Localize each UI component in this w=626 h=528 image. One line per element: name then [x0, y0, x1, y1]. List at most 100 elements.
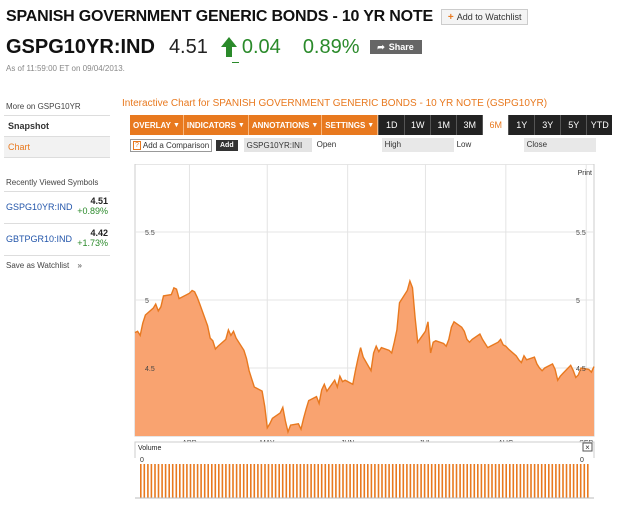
volume-bar — [505, 464, 507, 498]
chart-plot[interactable]: 4.54.5555.55.5APRMAYJUNJULAUGSEPVolume× … — [132, 164, 600, 499]
volume-bar — [363, 464, 366, 498]
volume-bar — [441, 464, 444, 498]
recent-symbol-link[interactable]: GSPG10YR:IND — [6, 202, 73, 212]
volume-bar — [484, 464, 486, 498]
volume-bar — [384, 464, 387, 498]
volume-zero-right: 0 — [580, 457, 584, 464]
share-label: Share — [388, 42, 414, 52]
volume-bar — [147, 464, 149, 498]
volume-bar — [313, 464, 316, 498]
volume-bar — [278, 464, 280, 498]
caret-down-icon: ▼ — [237, 121, 245, 129]
annotations-menu[interactable]: ANNOTATIONS ▼ — [249, 115, 323, 135]
recent-symbols-heading: Recently Viewed Symbols — [4, 176, 110, 192]
as-of-timestamp: As of 11:59:00 ET on 09/04/2013. — [6, 64, 125, 73]
recent-symbol-row: GBTPGR10:IND 4.42 +1.73% — [4, 224, 110, 256]
caret-down-icon: ▼ — [311, 121, 319, 129]
help-icon[interactable]: ? — [133, 140, 141, 150]
volume-bar — [562, 464, 564, 498]
volume-bar — [171, 464, 174, 498]
add-to-watchlist-button[interactable]: + Add to Watchlist — [440, 9, 529, 25]
volume-bar — [317, 464, 319, 498]
volume-bar — [501, 464, 504, 498]
range-selector: 1D 1W 1M 3M 6M 1Y 3Y 5Y YTD — [378, 115, 613, 135]
volume-bar — [161, 464, 163, 498]
volume-label: Volume — [138, 445, 161, 452]
chart-toolbar: OVERLAY ▼ INDICATORS ▼ ANNOTATIONS ▼ SETTIN… — [130, 115, 613, 135]
volume-bar — [328, 464, 330, 498]
volume-bar — [391, 464, 394, 498]
save-as-watchlist-link[interactable]: Save as Watchlist » — [4, 256, 110, 275]
volume-bar — [576, 464, 578, 498]
volume-bar — [338, 464, 341, 498]
volume-bar — [533, 464, 536, 498]
add-comparison-button[interactable]: Add — [216, 139, 238, 151]
volume-bar — [377, 464, 380, 498]
volume-bar — [289, 464, 291, 498]
page-title: SPANISH GOVERNMENT GENERIC BONDS - 10 YR… — [6, 8, 433, 25]
percent-change: 0.89% — [302, 35, 360, 58]
volume-bar — [530, 464, 532, 498]
volume-bar — [583, 464, 586, 498]
volume-bar — [459, 464, 461, 498]
volume-bar — [225, 464, 227, 498]
volume-bar — [140, 464, 142, 498]
overlay-menu[interactable]: OVERLAY ▼ — [130, 115, 184, 135]
recent-symbol-link[interactable]: GBTPGR10:IND — [6, 234, 73, 244]
ticker-symbol: GSPG10YR:IND — [6, 35, 155, 58]
volume-bar — [342, 464, 344, 498]
range-5y[interactable]: 5Y — [560, 115, 587, 135]
volume-bar — [193, 464, 195, 498]
volume-bar — [299, 464, 302, 498]
volume-bar — [587, 464, 589, 498]
volume-bar — [189, 464, 192, 498]
range-ytd[interactable]: YTD — [586, 115, 613, 135]
volume-bar — [540, 464, 543, 498]
sidebar-item-chart[interactable]: Chart — [4, 137, 110, 158]
price-line — [134, 278, 595, 435]
volume-bar — [335, 464, 337, 498]
range-1d[interactable]: 1D — [378, 115, 405, 135]
volume-bar — [409, 464, 412, 498]
volume-bar — [239, 464, 241, 498]
volume-bar — [345, 464, 348, 498]
y-tick-label-right: 5.5 — [576, 230, 586, 237]
recent-symbol-change: +0.89% — [77, 206, 108, 216]
volume-bar — [228, 464, 231, 498]
comparison-input[interactable]: ? Add a Comparison — [130, 138, 212, 152]
range-1w[interactable]: 1W — [404, 115, 431, 135]
volume-bar — [551, 464, 554, 498]
print-link[interactable]: Print — [577, 170, 592, 177]
settings-menu[interactable]: SETTINGS ▼ — [322, 115, 379, 135]
sidebar-item-snapshot[interactable]: Snapshot — [4, 116, 110, 137]
volume-bar — [430, 464, 433, 498]
volume-bar — [466, 464, 468, 498]
range-3y[interactable]: 3Y — [534, 115, 561, 135]
volume-bar — [203, 464, 206, 498]
volume-bar — [250, 464, 252, 498]
volume-bar — [196, 464, 199, 498]
share-icon: ➦ — [377, 41, 385, 52]
settings-menu-label: SETTINGS — [325, 120, 366, 130]
chart-title: Interactive Chart for SPANISH GOVERNMENT… — [122, 98, 548, 109]
volume-bar — [452, 464, 454, 498]
volume-frame — [134, 441, 595, 458]
volume-bar — [182, 464, 185, 498]
range-3m[interactable]: 3M — [456, 115, 483, 135]
volume-bar — [438, 464, 440, 498]
indicators-menu[interactable]: INDICATORS ▼ — [184, 115, 249, 135]
volume-bar — [512, 464, 515, 498]
range-6m[interactable]: 6M — [482, 115, 509, 135]
range-1y[interactable]: 1Y — [508, 115, 535, 135]
volume-bar — [331, 464, 334, 498]
volume-bar — [175, 464, 178, 498]
volume-bar — [399, 464, 401, 498]
volume-bar — [349, 464, 351, 498]
range-1m[interactable]: 1M — [430, 115, 457, 135]
close-label: Close — [523, 138, 596, 152]
share-button[interactable]: ➦ Share — [369, 40, 422, 54]
volume-bar — [320, 464, 323, 498]
high-label: High — [381, 138, 454, 152]
y-tick-label-right: 4.5 — [576, 366, 586, 373]
